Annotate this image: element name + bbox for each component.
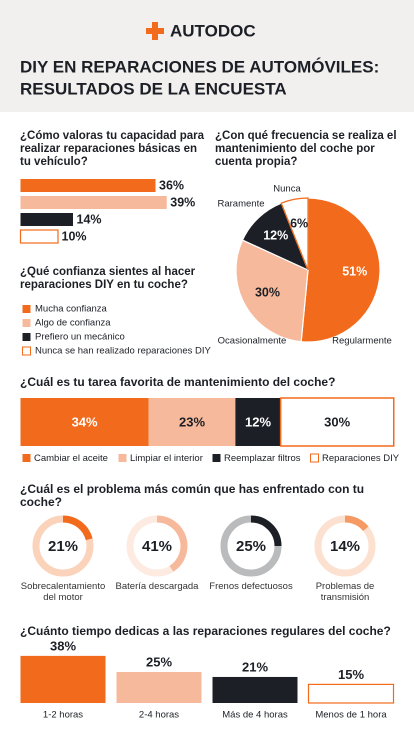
legend-label: Cambiar el aceite [34,453,108,464]
value-label: 25% [146,654,172,669]
segment-label: 23% [179,414,205,429]
legend-label: Limpiar el interior [130,453,203,464]
legend-label: Algo de confianza [35,318,111,329]
main-title: DIY EN REPARACIONES DE AUTOMÓVILES: [20,57,379,76]
category-label: Menos de 1 hora [315,710,387,721]
segment-label: 12% [245,414,271,429]
ring-arc [250,515,282,547]
slice-label: 51% [342,265,367,279]
ring-label: 14% [330,538,360,555]
problem-label: Problemas de transmisión [315,581,375,603]
ring-arc [62,515,93,541]
problem-label: Sobrecalentamiento del motor [20,581,106,603]
legend-label: Prefiero un mecánico [35,332,125,343]
question: ¿Cuál es el problema más común que has e… [20,482,365,509]
column [20,655,106,703]
legend-swatch [22,305,31,313]
ring-label: 25% [236,538,266,555]
ring-arc [344,515,369,532]
legend-label: Reemplazar filtros [224,453,301,464]
legend-label: Nunca se han realizado reparaciones DIY [35,346,212,357]
problem-label: Frenos defectuosos [209,581,293,592]
question: ¿Cuál es tu tarea favorita de mantenimie… [20,375,335,389]
value-label: 14% [77,212,102,226]
column [212,676,298,703]
slice-name: Raramente [218,199,265,210]
column [116,672,202,703]
ring-label: 41% [142,538,172,555]
pie-slice [280,197,309,271]
main-title: RESULTADOS DE LA ENCUESTA [20,79,287,98]
legend-swatch [310,453,319,463]
pie-slice [300,197,381,343]
legend-swatch [22,319,31,327]
problem-label: Batería descargada [115,581,199,592]
category-label: 2-4 horas [139,710,179,721]
segment-label: 30% [324,414,350,429]
legend-swatch [118,454,127,462]
legend-label: Reparaciones DIY [322,453,400,464]
bar [19,229,59,244]
value-label: 39% [170,195,195,209]
segment [279,397,395,447]
legend-swatch [22,346,31,356]
slice-label: 12% [263,228,288,242]
segment [20,398,149,446]
brand: AUTODOC [170,21,256,40]
bar [20,196,167,209]
bar [20,179,156,192]
value-label: 21% [242,659,268,674]
header-bg [0,0,414,112]
value-label: 10% [62,229,87,243]
slice-name: Regularmente [332,336,392,347]
ring-label: 21% [48,538,78,555]
segment [235,398,281,446]
logo-icon [146,22,164,40]
pie-slice [235,239,309,343]
slice-name: Ocasionalmente [218,336,287,347]
legend-label: Mucha confianza [35,304,108,315]
value-label: 36% [159,178,184,192]
category-label: 1-2 horas [43,710,83,721]
category-label: Más de 4 horas [222,710,288,721]
slice-name: Nunca [273,184,301,195]
question: ¿Con qué frecuencia se realiza el manten… [215,130,397,168]
ring-arc [156,515,188,572]
column [307,683,395,704]
legend-swatch [22,333,31,341]
legend-title: ¿Qué confianza sientes al hacer reparaci… [20,266,196,291]
segment-label: 34% [72,414,98,429]
legend-swatch [22,454,31,462]
slice-label: 30% [255,286,280,300]
value-label: 15% [338,667,364,682]
legend-swatch [212,454,221,462]
segment [148,398,236,446]
question: ¿Cuánto tiempo dedicas a las reparacione… [20,624,391,638]
value-label: 38% [50,638,76,653]
slice-label: 6% [290,216,308,230]
bar [20,213,73,226]
question: ¿Cómo valoras tu capacidad para realizar… [20,130,205,168]
